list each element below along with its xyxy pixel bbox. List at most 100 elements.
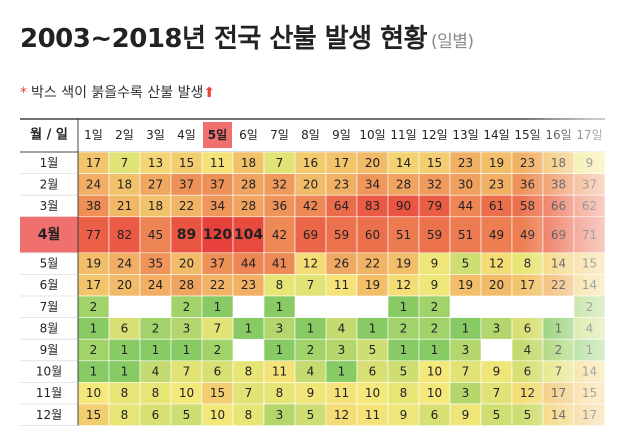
- empty-cell: [543, 296, 574, 318]
- cell-value: 17: [551, 386, 566, 400]
- cell-value: 1: [276, 343, 284, 357]
- empty-cell: [109, 296, 140, 318]
- empty-cell: [140, 296, 171, 318]
- cell-value: 1: [152, 343, 160, 357]
- cell-value: 12: [520, 386, 535, 400]
- cell-value: 42: [272, 228, 287, 242]
- cell-value: 28: [241, 177, 256, 191]
- cell-value: 2: [307, 343, 315, 357]
- cell-value: 79: [427, 199, 442, 213]
- cell-value: 32: [272, 177, 287, 191]
- cell-value: 20: [117, 278, 132, 292]
- cell-value: 24: [148, 278, 163, 292]
- cell-value: 66: [551, 199, 566, 213]
- empty-cell: [233, 339, 264, 361]
- cell-value: 19: [458, 278, 473, 292]
- cell-value: 3: [183, 321, 191, 335]
- cell-value: 15: [179, 156, 194, 170]
- column-highlight: [203, 122, 232, 148]
- cell-value: 9: [493, 365, 501, 379]
- cell-value: 1: [214, 300, 222, 314]
- cell-value: 9: [431, 257, 439, 271]
- cell-value: 2: [214, 343, 222, 357]
- cell-value: 15: [582, 257, 597, 271]
- column-label: 7일: [270, 128, 289, 142]
- cell-value: 9: [307, 386, 315, 400]
- cell-value: 89: [177, 227, 196, 243]
- cell-value: 5: [400, 365, 408, 379]
- cell-value: 11: [210, 156, 225, 170]
- cell-value: 7: [493, 386, 501, 400]
- cell-value: 18: [148, 199, 163, 213]
- cell-value: 32: [427, 177, 442, 191]
- cell-value: 45: [148, 228, 163, 242]
- row-label: 12월: [36, 408, 62, 422]
- cell-value: 6: [369, 365, 377, 379]
- cell-value: 6: [431, 408, 439, 422]
- cell-value: 1: [276, 300, 284, 314]
- cell-value: 6: [524, 321, 532, 335]
- cell-value: 14: [551, 257, 566, 271]
- empty-cell: [357, 296, 388, 318]
- cell-value: 1: [121, 365, 129, 379]
- cell-value: 8: [276, 386, 284, 400]
- cell-value: 23: [520, 156, 535, 170]
- heat-cell: [480, 216, 513, 254]
- page-title: 2003~2018년 전국 산불 발생 현황 (일별): [20, 18, 474, 55]
- cell-value: 3: [338, 343, 346, 357]
- empty-cell: [295, 296, 326, 318]
- cell-value: 1: [555, 321, 563, 335]
- cell-value: 38: [86, 199, 101, 213]
- cell-value: 8: [245, 365, 253, 379]
- cell-value: 36: [520, 177, 535, 191]
- cell-value: 8: [400, 386, 408, 400]
- cell-value: 35: [148, 257, 163, 271]
- cell-value: 17: [86, 278, 101, 292]
- column-label: 1일: [84, 128, 103, 142]
- cell-value: 49: [520, 228, 535, 242]
- column-label: 17일: [576, 128, 602, 142]
- cell-value: 59: [427, 228, 442, 242]
- cell-value: 10: [365, 386, 380, 400]
- empty-cell: [450, 296, 481, 318]
- row-highlight: [20, 216, 78, 253]
- empty-cell: [481, 339, 512, 361]
- cell-value: 4: [524, 343, 532, 357]
- cell-value: 34: [365, 177, 380, 191]
- cell-value: 7: [183, 365, 191, 379]
- column-label: 16일: [545, 128, 571, 142]
- cell-value: 8: [121, 408, 129, 422]
- cell-value: 22: [365, 257, 380, 271]
- row-label: 11월: [36, 386, 62, 400]
- cell-value: 59: [334, 228, 349, 242]
- cell-value: 9: [586, 156, 594, 170]
- cell-value: 20: [303, 177, 318, 191]
- cell-value: 44: [241, 257, 256, 271]
- row-label: 2월: [40, 177, 59, 191]
- column-label: 3일: [146, 128, 165, 142]
- column-label: 11일: [390, 128, 416, 142]
- column-label: 8일: [301, 128, 320, 142]
- cell-value: 37: [210, 177, 225, 191]
- column-label: 6일: [239, 128, 258, 142]
- cell-value: 20: [365, 156, 380, 170]
- cell-value: 4: [338, 321, 346, 335]
- cell-value: 12: [489, 257, 504, 271]
- cell-value: 7: [245, 386, 253, 400]
- cell-value: 12: [303, 257, 318, 271]
- cell-value: 6: [152, 408, 160, 422]
- cell-value: 5: [307, 408, 315, 422]
- cell-value: 7: [121, 156, 129, 170]
- cell-value: 17: [334, 156, 349, 170]
- cell-value: 26: [334, 257, 349, 271]
- cell-value: 15: [210, 386, 225, 400]
- cell-value: 37: [179, 177, 194, 191]
- cell-value: 28: [241, 199, 256, 213]
- cell-value: 17: [520, 278, 535, 292]
- cell-value: 6: [214, 365, 222, 379]
- cell-value: 1: [90, 321, 98, 335]
- column-label: 5일: [208, 128, 227, 142]
- cell-value: 5: [462, 257, 470, 271]
- cell-value: 2: [90, 300, 98, 314]
- cell-value: 14: [396, 156, 411, 170]
